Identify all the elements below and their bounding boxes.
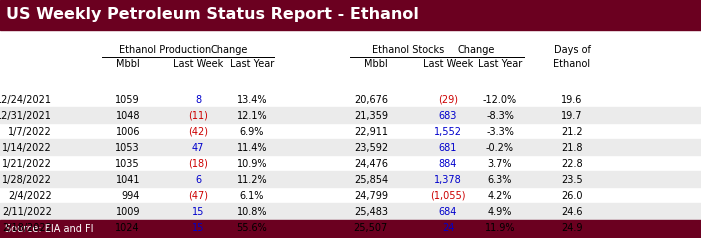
Bar <box>0 203 701 219</box>
Text: 6: 6 <box>195 175 201 185</box>
Text: 47: 47 <box>192 143 204 153</box>
Text: Ethanol Stocks: Ethanol Stocks <box>372 45 444 55</box>
Text: 1,552: 1,552 <box>434 127 462 137</box>
Bar <box>0 107 701 123</box>
Bar <box>0 171 701 187</box>
Text: (29): (29) <box>438 95 458 105</box>
Text: 22,911: 22,911 <box>354 127 388 137</box>
Text: 11.4%: 11.4% <box>237 143 267 153</box>
Text: 10.8%: 10.8% <box>237 207 267 217</box>
Bar <box>0 0 701 30</box>
Text: 19.6: 19.6 <box>562 95 583 105</box>
Text: 1/14/2022: 1/14/2022 <box>2 143 52 153</box>
Text: -12.0%: -12.0% <box>483 95 517 105</box>
Text: 4.2%: 4.2% <box>488 191 512 201</box>
Text: 1053: 1053 <box>116 143 140 153</box>
Text: Days of: Days of <box>554 45 590 55</box>
Text: 24,476: 24,476 <box>354 159 388 169</box>
Text: 681: 681 <box>439 143 457 153</box>
Text: 23,592: 23,592 <box>354 143 388 153</box>
Bar <box>0 220 701 238</box>
Text: 684: 684 <box>439 207 457 217</box>
Text: -3.3%: -3.3% <box>486 127 514 137</box>
Text: 6.9%: 6.9% <box>240 127 264 137</box>
Text: Mbbl: Mbbl <box>365 59 388 69</box>
Text: Change: Change <box>210 45 247 55</box>
Text: 1059: 1059 <box>116 95 140 105</box>
Text: Last Year: Last Year <box>230 59 274 69</box>
Text: 1,378: 1,378 <box>434 175 462 185</box>
Text: 1009: 1009 <box>116 207 140 217</box>
Text: 15: 15 <box>192 207 204 217</box>
Text: 1/28/2022: 1/28/2022 <box>2 175 52 185</box>
Text: 20,676: 20,676 <box>354 95 388 105</box>
Text: 21,359: 21,359 <box>354 111 388 121</box>
Text: -0.2%: -0.2% <box>486 143 514 153</box>
Text: Mbbl: Mbbl <box>116 59 140 69</box>
Text: 1035: 1035 <box>116 159 140 169</box>
Text: 2/18/2022: 2/18/2022 <box>2 223 52 233</box>
Text: 994: 994 <box>122 191 140 201</box>
Text: Ethanol: Ethanol <box>553 59 590 69</box>
Text: (1,055): (1,055) <box>430 191 465 201</box>
Text: 26.0: 26.0 <box>562 191 583 201</box>
Text: 1041: 1041 <box>116 175 140 185</box>
Text: -8.3%: -8.3% <box>486 111 514 121</box>
Text: 23.5: 23.5 <box>562 175 583 185</box>
Text: Last Week: Last Week <box>423 59 473 69</box>
Text: Last Week: Last Week <box>173 59 223 69</box>
Text: (47): (47) <box>188 191 208 201</box>
Text: 8: 8 <box>195 95 201 105</box>
Text: 2/11/2022: 2/11/2022 <box>2 207 52 217</box>
Text: 55.6%: 55.6% <box>237 223 267 233</box>
Text: Ethanol Production: Ethanol Production <box>119 45 211 55</box>
Text: (11): (11) <box>188 111 208 121</box>
Text: 1/21/2022: 1/21/2022 <box>2 159 52 169</box>
Text: 6.1%: 6.1% <box>240 191 264 201</box>
Text: 683: 683 <box>439 111 457 121</box>
Text: 12/31/2021: 12/31/2021 <box>0 111 52 121</box>
Text: 15: 15 <box>192 223 204 233</box>
Text: 10.9%: 10.9% <box>237 159 267 169</box>
Text: 25,854: 25,854 <box>354 175 388 185</box>
Text: 11.2%: 11.2% <box>237 175 267 185</box>
Text: 12.1%: 12.1% <box>237 111 267 121</box>
Text: 1/7/2022: 1/7/2022 <box>8 127 52 137</box>
Text: 19.7: 19.7 <box>562 111 583 121</box>
Text: 11.9%: 11.9% <box>485 223 515 233</box>
Text: 25,507: 25,507 <box>354 223 388 233</box>
Text: 25,483: 25,483 <box>354 207 388 217</box>
Text: 24,799: 24,799 <box>354 191 388 201</box>
Bar <box>0 30 701 220</box>
Text: 22.8: 22.8 <box>562 159 583 169</box>
Text: 3.7%: 3.7% <box>488 159 512 169</box>
Text: 24.6: 24.6 <box>562 207 583 217</box>
Text: 1006: 1006 <box>116 127 140 137</box>
Text: 2/4/2022: 2/4/2022 <box>8 191 52 201</box>
Text: 24: 24 <box>442 223 454 233</box>
Bar <box>0 139 701 155</box>
Text: 6.3%: 6.3% <box>488 175 512 185</box>
Text: 4.9%: 4.9% <box>488 207 512 217</box>
Text: Source: EIA and FI: Source: EIA and FI <box>5 224 93 234</box>
Text: 1048: 1048 <box>116 111 140 121</box>
Text: (18): (18) <box>188 159 208 169</box>
Text: US Weekly Petroleum Status Report - Ethanol: US Weekly Petroleum Status Report - Etha… <box>6 8 419 23</box>
Text: 13.4%: 13.4% <box>237 95 267 105</box>
Text: 21.2: 21.2 <box>562 127 583 137</box>
Text: 21.8: 21.8 <box>562 143 583 153</box>
Text: Change: Change <box>457 45 495 55</box>
Text: 884: 884 <box>439 159 457 169</box>
Text: (42): (42) <box>188 127 208 137</box>
Text: 12/24/2021: 12/24/2021 <box>0 95 52 105</box>
Text: 24.9: 24.9 <box>562 223 583 233</box>
Text: Last Year: Last Year <box>478 59 522 69</box>
Text: 1024: 1024 <box>116 223 140 233</box>
